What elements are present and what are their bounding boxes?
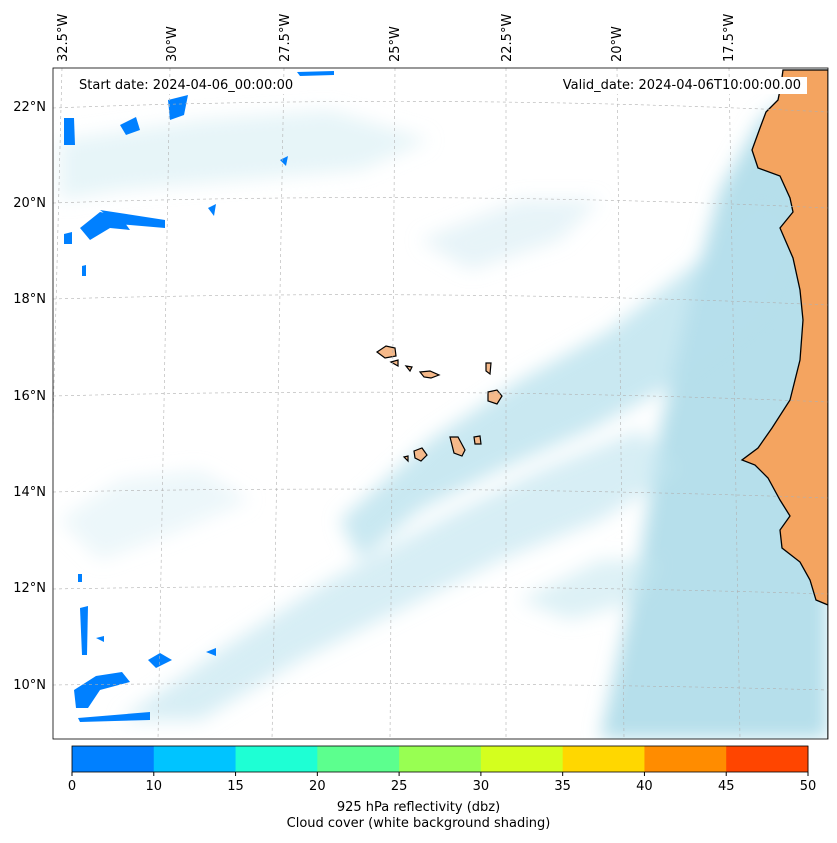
lat-label: 20°N — [13, 196, 46, 211]
colorbar-label: 925 hPa reflectivity (dbz) — [336, 800, 501, 815]
colorbar-sublabel: Cloud cover (white background shading) — [286, 816, 551, 831]
colorbar-swatch — [235, 746, 318, 772]
cloud-band-nw — [420, 200, 600, 270]
colorbar-swatch — [72, 746, 155, 772]
lat-label: 18°N — [13, 292, 46, 307]
island-sao-nicolau — [418, 370, 441, 379]
colorbar-swatch — [644, 746, 727, 772]
cloud-band-south — [520, 560, 660, 620]
colorbar-tick-label: 50 — [800, 779, 817, 794]
echo-nw-1 — [64, 118, 75, 145]
echo-nw-6 — [64, 232, 72, 244]
colorbar-swatch — [317, 746, 400, 772]
echo-nw-9 — [280, 156, 288, 166]
cloud-wisp-west — [60, 470, 250, 560]
lon-label: 27.5°W — [278, 14, 293, 62]
echo-sw-5 — [96, 636, 104, 642]
lon-label: 22.5°W — [500, 14, 515, 62]
colorbar-tick-label: 20 — [309, 779, 326, 794]
colorbar-frame — [71, 745, 809, 773]
colorbar-tick-label: 35 — [554, 779, 571, 794]
colorbar-swatch — [562, 746, 645, 772]
island-brava — [402, 455, 409, 463]
island-sal — [485, 362, 492, 376]
island-santa-luzia — [404, 365, 413, 373]
colorbar-tick-label: 45 — [718, 779, 735, 794]
colorbar-swatch — [480, 746, 564, 772]
colorbar: 0 10 15 20 25 30 35 40 45 50 — [68, 745, 817, 794]
lat-label: 14°N — [13, 485, 46, 500]
echo-sw-1 — [80, 606, 88, 655]
colorbar-swatch — [399, 746, 482, 772]
echo-nw-8 — [82, 265, 86, 276]
cloud-band-lower — [120, 430, 680, 720]
colorbar-tick-label: 10 — [146, 779, 163, 794]
echo-nw-7 — [208, 204, 216, 216]
valid-date-label: Valid_date: 2024-04-06T10:00:00.00 — [556, 77, 807, 94]
graticule — [53, 68, 828, 739]
colorbar-tick-label: 15 — [227, 779, 244, 794]
colorbar-tick-label: 30 — [473, 779, 490, 794]
colorbar-tick-label: 0 — [68, 779, 76, 794]
colorbar-tick-label: 25 — [391, 779, 408, 794]
island-sao-vicente — [389, 359, 399, 368]
island-maio — [473, 435, 482, 445]
reflectivity-layer — [64, 71, 334, 722]
island-santo-antao — [375, 345, 397, 359]
cape-verde-islands — [375, 345, 503, 463]
lat-label: 22°N — [13, 100, 46, 115]
echo-sw-2 — [148, 653, 172, 668]
colorbar-swatch — [153, 746, 237, 772]
echo-nw-3 — [168, 95, 188, 120]
colorbar-tick-label: 40 — [636, 779, 653, 794]
africa-land — [740, 69, 828, 739]
echo-sw-3 — [206, 648, 216, 656]
colorbar-swatch — [726, 746, 809, 772]
latitude-labels: 22°N 20°N 18°N 16°N 14°N 12°N 10°N — [13, 100, 46, 693]
island-santiago — [449, 436, 466, 457]
echo-nw-5 — [100, 210, 165, 228]
lon-label: 30°W — [165, 26, 180, 62]
lon-label: 25°W — [388, 26, 403, 62]
lon-label: 17.5°W — [722, 14, 737, 62]
cloud-band-north — [60, 110, 430, 200]
island-boa-vista — [487, 389, 503, 405]
echo-nw-2 — [120, 117, 140, 135]
lon-label: 20°W — [610, 26, 625, 62]
lat-label: 16°N — [13, 389, 46, 404]
cloud-cover-layer — [60, 70, 828, 739]
echo-top-strip — [297, 71, 334, 76]
echo-sw-7 — [78, 574, 82, 582]
lat-label: 12°N — [13, 581, 46, 596]
lon-label: 32.5°W — [56, 14, 71, 62]
echo-sw-6 — [78, 712, 150, 722]
start-date-label: Start date: 2024-04-06_00:00:00 — [73, 77, 300, 94]
cloud-band-central — [340, 200, 800, 560]
island-fogo — [413, 447, 428, 462]
echo-sw-4 — [74, 672, 130, 708]
map-frame — [52, 67, 829, 740]
colorbar-caption: 925 hPa reflectivity (dbz) Cloud cover (… — [0, 800, 837, 832]
longitude-labels: 32.5°W 30°W 27.5°W 25°W 22.5°W 20°W 17.5… — [56, 14, 737, 62]
lat-label: 10°N — [13, 678, 46, 693]
